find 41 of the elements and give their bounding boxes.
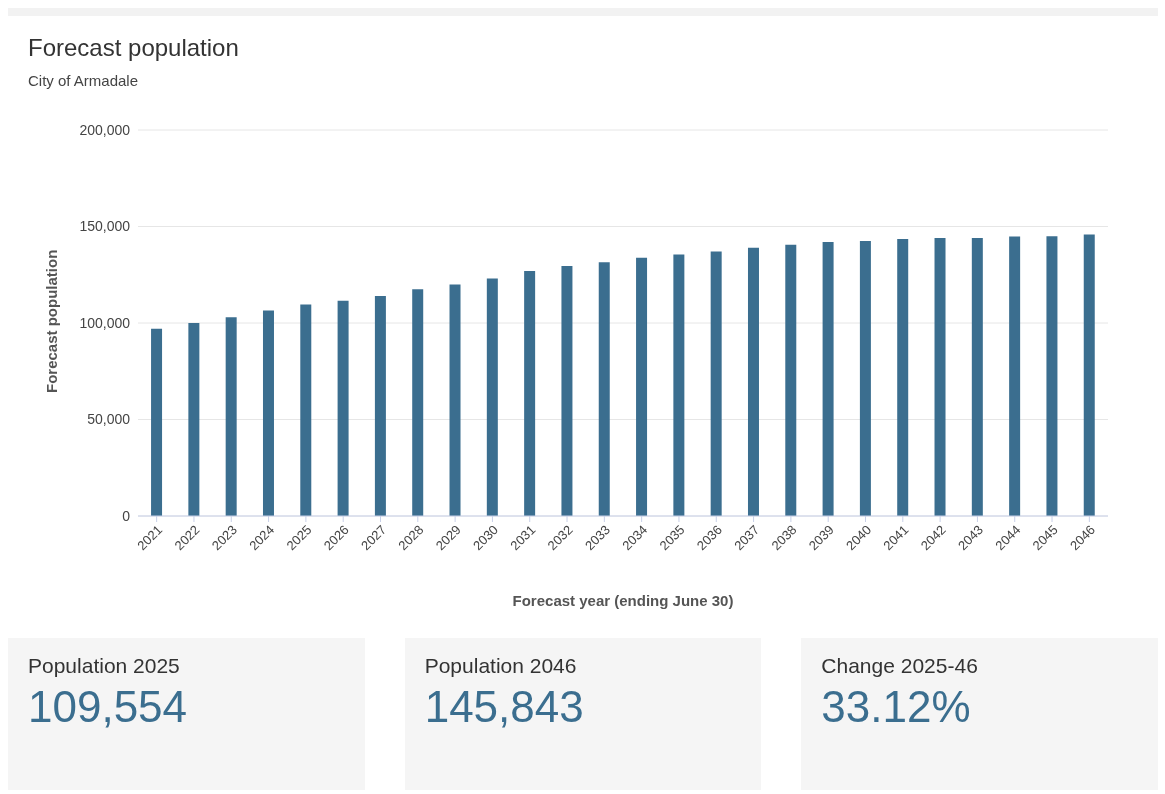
y-tick-label: 100,000 xyxy=(79,314,131,331)
y-tick-label: 150,000 xyxy=(79,218,131,235)
y-tick-label: 0 xyxy=(122,507,131,524)
bar xyxy=(337,300,349,516)
bar xyxy=(710,251,722,516)
bar xyxy=(785,244,797,516)
bar xyxy=(673,254,685,516)
bar xyxy=(449,284,461,516)
bar xyxy=(188,323,200,516)
bar xyxy=(1083,234,1095,516)
bar xyxy=(1046,236,1058,516)
y-tick-label: 200,000 xyxy=(79,121,131,138)
x-axis-title: Forecast year (ending June 30) xyxy=(512,592,734,609)
bar xyxy=(747,247,759,516)
y-axis-title: Forecast population xyxy=(43,249,61,393)
bar xyxy=(262,310,274,516)
text: 109,554 xyxy=(28,682,189,732)
bar xyxy=(859,240,871,516)
bar xyxy=(151,328,163,516)
bar xyxy=(934,238,946,516)
bar xyxy=(971,238,983,516)
text: Population 2025 xyxy=(28,654,181,678)
bar xyxy=(1009,236,1021,516)
bar xyxy=(225,317,237,516)
bar xyxy=(300,304,312,516)
text: 145,843 xyxy=(424,682,585,732)
text: Population 2046 xyxy=(424,654,578,678)
text: Change 2025-46 xyxy=(821,654,979,678)
bar xyxy=(412,289,424,516)
bar xyxy=(598,262,610,516)
bar xyxy=(524,270,536,516)
bar xyxy=(374,295,386,516)
bar xyxy=(897,239,909,516)
text: 33.12% xyxy=(821,682,972,732)
bar xyxy=(822,241,834,516)
bar xyxy=(561,266,573,516)
bar xyxy=(636,257,648,516)
chart-title: Forecast population xyxy=(28,34,239,62)
bar xyxy=(486,278,498,516)
chart-subtitle: City of Armadale xyxy=(28,72,139,89)
y-tick-label: 50,000 xyxy=(87,411,131,428)
